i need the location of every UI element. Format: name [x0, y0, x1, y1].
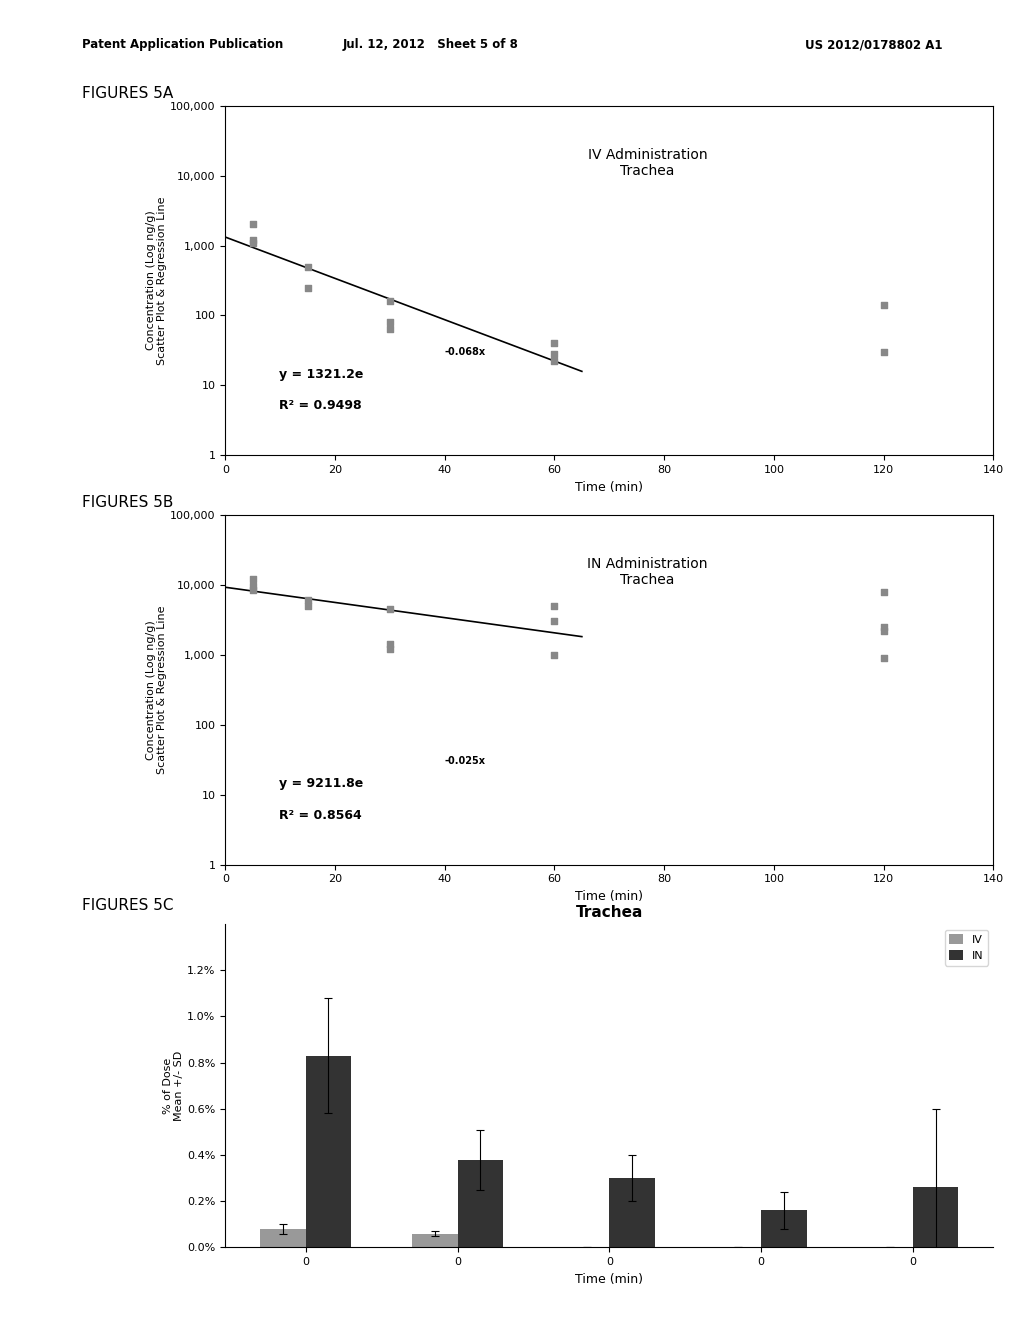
Bar — [260, 1229, 306, 1247]
Y-axis label: Concentration (Log ng/g)
Scatter Plot & Regression Line: Concentration (Log ng/g) Scatter Plot & … — [145, 197, 167, 364]
Bar — [412, 1233, 458, 1247]
Point — [546, 343, 562, 364]
Bar — [609, 1179, 654, 1247]
Title: Trachea: Trachea — [575, 906, 643, 920]
Bar — [761, 1210, 807, 1247]
Text: US 2012/0178802 A1: US 2012/0178802 A1 — [805, 38, 942, 51]
Point — [546, 333, 562, 354]
Point — [382, 598, 398, 619]
Point — [299, 256, 315, 277]
Text: R² = 0.8564: R² = 0.8564 — [279, 809, 361, 821]
Point — [245, 569, 261, 590]
Bar — [306, 1056, 351, 1247]
Point — [245, 576, 261, 597]
Text: FIGURES 5A: FIGURES 5A — [82, 86, 173, 100]
Bar — [458, 1160, 503, 1247]
Legend: IV, IN: IV, IN — [945, 929, 988, 965]
Text: y = 1321.2e: y = 1321.2e — [279, 368, 364, 381]
Point — [299, 595, 315, 616]
Y-axis label: Concentration (Log ng/g)
Scatter Plot & Regression Line: Concentration (Log ng/g) Scatter Plot & … — [145, 606, 167, 774]
Bar — [912, 1188, 958, 1247]
Y-axis label: % of Dose
Mean +/- SD: % of Dose Mean +/- SD — [163, 1051, 184, 1121]
Point — [546, 644, 562, 665]
X-axis label: Time (min): Time (min) — [575, 480, 643, 494]
Point — [382, 639, 398, 660]
Point — [382, 318, 398, 339]
Point — [546, 351, 562, 372]
Text: FIGURES 5C: FIGURES 5C — [82, 898, 173, 912]
Point — [245, 579, 261, 601]
Point — [876, 581, 892, 602]
X-axis label: Time (min): Time (min) — [575, 890, 643, 903]
Text: y = 9211.8e: y = 9211.8e — [279, 777, 364, 791]
Text: FIGURES 5B: FIGURES 5B — [82, 495, 173, 510]
Text: -0.068x: -0.068x — [444, 347, 485, 356]
Point — [245, 214, 261, 235]
Point — [382, 290, 398, 312]
Point — [382, 312, 398, 333]
Point — [876, 616, 892, 638]
Point — [876, 647, 892, 668]
Text: -0.025x: -0.025x — [444, 756, 485, 766]
Point — [245, 232, 261, 253]
Text: R² = 0.9498: R² = 0.9498 — [279, 400, 361, 412]
Point — [245, 230, 261, 251]
Text: Jul. 12, 2012   Sheet 5 of 8: Jul. 12, 2012 Sheet 5 of 8 — [342, 38, 518, 51]
Point — [546, 595, 562, 616]
Text: Patent Application Publication: Patent Application Publication — [82, 38, 284, 51]
Point — [876, 620, 892, 642]
Point — [299, 590, 315, 611]
Text: IN Administration
Trachea: IN Administration Trachea — [588, 557, 708, 587]
Point — [876, 342, 892, 363]
Point — [299, 277, 315, 298]
Text: IV Administration
Trachea: IV Administration Trachea — [588, 148, 708, 178]
Point — [382, 634, 398, 655]
X-axis label: Time (min): Time (min) — [575, 1272, 643, 1286]
Point — [546, 611, 562, 632]
Point — [876, 294, 892, 315]
